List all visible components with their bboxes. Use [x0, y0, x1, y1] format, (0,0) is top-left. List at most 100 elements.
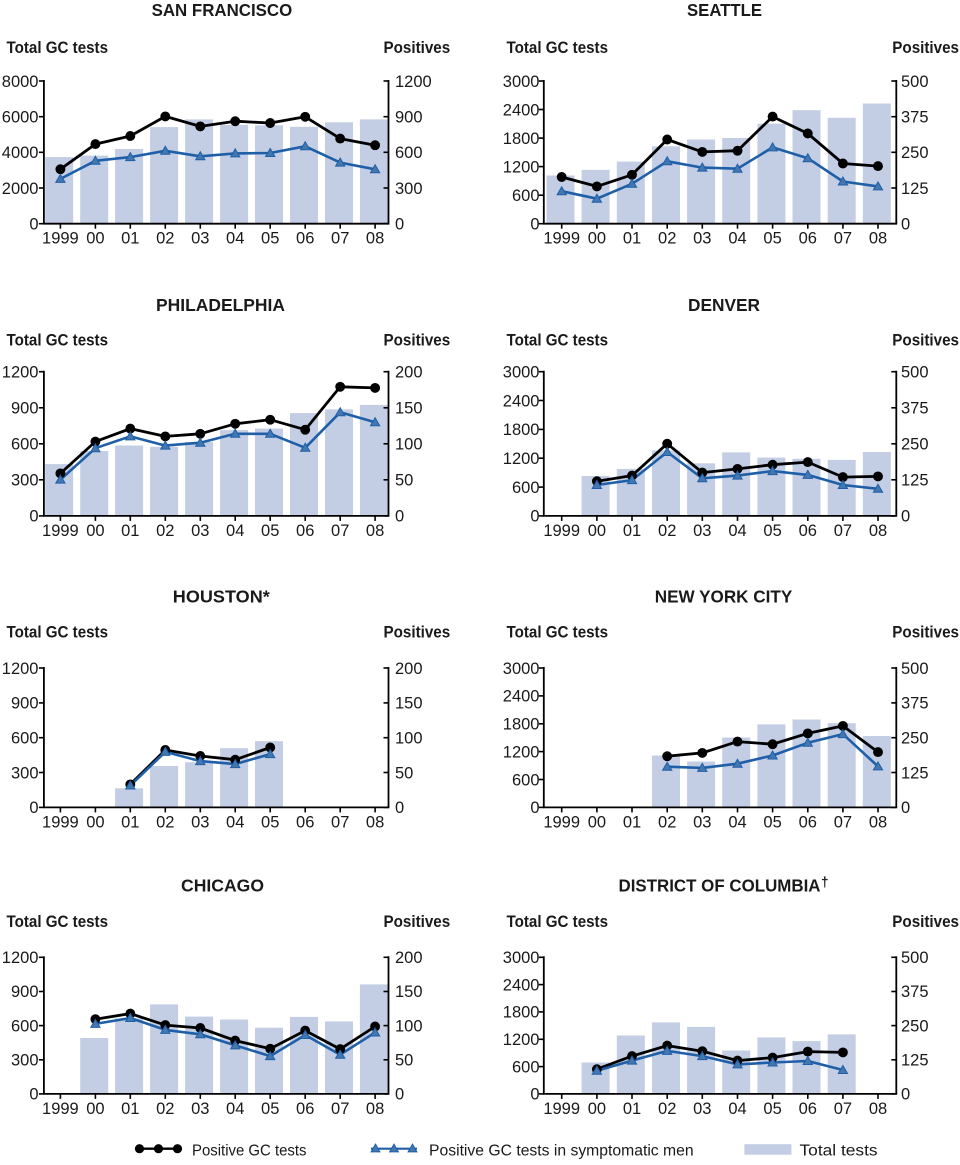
- svg-text:01: 01: [623, 1100, 641, 1118]
- svg-text:Positives: Positives: [892, 331, 959, 350]
- svg-text:00: 00: [588, 813, 606, 831]
- svg-text:02: 02: [658, 230, 676, 248]
- svg-text:900: 900: [11, 400, 39, 418]
- svg-text:0: 0: [29, 216, 38, 234]
- svg-text:02: 02: [658, 522, 676, 540]
- svg-text:250: 250: [901, 1017, 929, 1035]
- svg-text:08: 08: [869, 1100, 887, 1118]
- svg-text:06: 06: [296, 230, 314, 248]
- svg-text:1999: 1999: [543, 813, 580, 831]
- svg-text:02: 02: [156, 1100, 174, 1118]
- svg-text:0: 0: [395, 216, 404, 234]
- svg-text:08: 08: [366, 522, 384, 540]
- svg-text:3000: 3000: [503, 73, 540, 91]
- svg-text:125: 125: [901, 472, 929, 490]
- svg-text:08: 08: [869, 813, 887, 831]
- svg-text:0: 0: [530, 799, 539, 817]
- svg-text:07: 07: [331, 1100, 349, 1118]
- svg-text:600: 600: [11, 436, 39, 454]
- svg-text:1200: 1200: [503, 743, 540, 761]
- svg-text:07: 07: [834, 522, 852, 540]
- svg-text:250: 250: [901, 144, 929, 162]
- svg-text:SEATTLE: SEATTLE: [687, 0, 762, 20]
- svg-text:07: 07: [331, 813, 349, 831]
- svg-text:600: 600: [11, 730, 39, 748]
- svg-text:375: 375: [901, 983, 929, 1001]
- svg-text:02: 02: [658, 1100, 676, 1118]
- svg-text:2400: 2400: [503, 101, 540, 119]
- svg-text:05: 05: [763, 522, 781, 540]
- svg-text:00: 00: [588, 522, 606, 540]
- svg-text:0: 0: [395, 799, 404, 817]
- svg-text:0: 0: [530, 1086, 539, 1104]
- svg-text:02: 02: [658, 813, 676, 831]
- svg-text:300: 300: [11, 764, 39, 782]
- svg-text:04: 04: [226, 522, 244, 540]
- svg-text:04: 04: [226, 230, 244, 248]
- svg-text:1800: 1800: [503, 716, 540, 734]
- svg-text:01: 01: [121, 230, 139, 248]
- svg-text:03: 03: [693, 813, 711, 831]
- svg-text:600: 600: [395, 144, 423, 162]
- svg-text:Total GC tests: Total GC tests: [7, 331, 109, 350]
- svg-text:50: 50: [395, 764, 413, 782]
- svg-text:SAN FRANCISCO: SAN FRANCISCO: [152, 0, 293, 20]
- svg-text:00: 00: [588, 1100, 606, 1118]
- svg-text:900: 900: [395, 109, 423, 127]
- svg-text:06: 06: [799, 813, 817, 831]
- svg-text:Positive GC tests: Positive GC tests: [192, 1142, 307, 1159]
- svg-text:1999: 1999: [42, 1100, 79, 1118]
- svg-text:Total GC tests: Total GC tests: [7, 38, 109, 57]
- svg-text:4000: 4000: [2, 144, 39, 162]
- svg-text:05: 05: [261, 813, 279, 831]
- svg-text:Total GC tests: Total GC tests: [7, 623, 109, 642]
- svg-text:Positives: Positives: [384, 38, 451, 57]
- svg-text:1200: 1200: [503, 158, 540, 176]
- svg-text:04: 04: [226, 813, 244, 831]
- svg-text:2400: 2400: [503, 392, 540, 410]
- svg-text:1200: 1200: [2, 949, 39, 967]
- svg-text:08: 08: [366, 813, 384, 831]
- svg-text:HOUSTON*: HOUSTON*: [173, 587, 270, 607]
- svg-text:07: 07: [331, 522, 349, 540]
- svg-text:08: 08: [869, 522, 887, 540]
- svg-text:03: 03: [191, 522, 209, 540]
- svg-text:2400: 2400: [503, 976, 540, 994]
- svg-text:500: 500: [901, 949, 929, 967]
- svg-text:03: 03: [191, 1100, 209, 1118]
- svg-text:06: 06: [799, 1100, 817, 1118]
- svg-text:100: 100: [395, 1017, 423, 1035]
- svg-text:CHICAGO: CHICAGO: [181, 876, 264, 896]
- svg-text:3000: 3000: [503, 660, 540, 678]
- svg-text:00: 00: [86, 1100, 104, 1118]
- svg-text:03: 03: [693, 522, 711, 540]
- svg-text:125: 125: [901, 1052, 929, 1070]
- svg-text:600: 600: [512, 1058, 540, 1076]
- svg-text:500: 500: [901, 73, 929, 91]
- svg-text:0: 0: [395, 1086, 404, 1104]
- svg-text:01: 01: [121, 813, 139, 831]
- svg-text:07: 07: [834, 230, 852, 248]
- svg-text:Positives: Positives: [384, 331, 451, 350]
- svg-text:03: 03: [191, 230, 209, 248]
- svg-text:150: 150: [395, 983, 423, 1001]
- svg-text:1999: 1999: [543, 230, 580, 248]
- svg-text:250: 250: [901, 730, 929, 748]
- svg-text:200: 200: [395, 364, 423, 382]
- svg-text:125: 125: [901, 180, 929, 198]
- svg-text:Positives: Positives: [892, 623, 959, 642]
- svg-text:0: 0: [29, 1086, 38, 1104]
- svg-text:00: 00: [86, 522, 104, 540]
- svg-text:0: 0: [395, 508, 404, 526]
- svg-text:07: 07: [331, 230, 349, 248]
- svg-text:200: 200: [395, 660, 423, 678]
- svg-text:Total tests: Total tests: [800, 1142, 878, 1159]
- svg-text:05: 05: [261, 1100, 279, 1118]
- svg-text:01: 01: [623, 813, 641, 831]
- svg-text:1800: 1800: [503, 130, 540, 148]
- svg-text:06: 06: [296, 813, 314, 831]
- svg-text:600: 600: [11, 1017, 39, 1035]
- svg-text:DISTRICT OF COLUMBIA: DISTRICT OF COLUMBIA: [619, 876, 821, 896]
- svg-text:300: 300: [11, 1052, 39, 1070]
- svg-text:Total GC tests: Total GC tests: [507, 331, 609, 350]
